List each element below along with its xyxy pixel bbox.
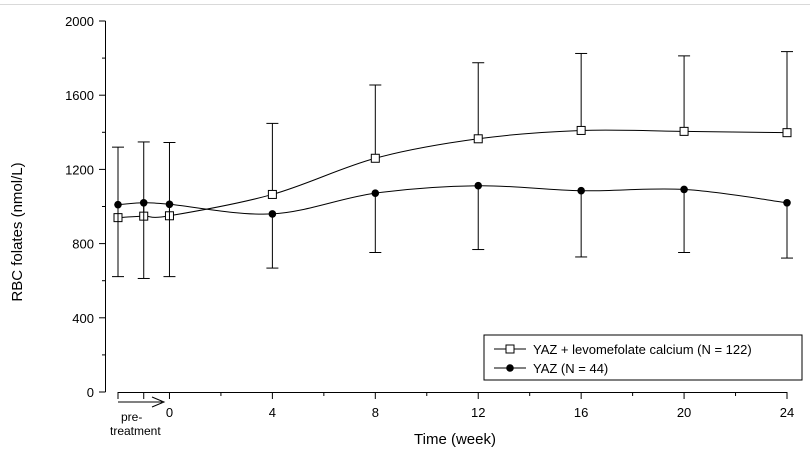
x-tick-label-12: 12 [471, 405, 485, 420]
data-point [577, 186, 585, 195]
pre-treatment-arrow [118, 396, 166, 408]
legend: YAZ + levomefolate calcium (N = 122) YAZ… [483, 334, 803, 381]
x-axis: 0 4 8 12 16 20 24 [117, 392, 794, 420]
y-tick-label-1200: 1200 [65, 162, 94, 177]
data-point [473, 134, 483, 144]
data-point [679, 126, 689, 136]
series-line-1 [117, 129, 788, 219]
legend-marker-series-1 [505, 344, 515, 354]
y-tick-label-400: 400 [72, 311, 94, 326]
y-tick-label-800: 800 [72, 237, 94, 252]
data-point [782, 128, 792, 138]
data-point [165, 200, 174, 209]
x-tick-label-16: 16 [574, 405, 588, 420]
legend-label-series-2: YAZ (N = 44) [533, 361, 608, 376]
x-axis-title: Time (week) [414, 431, 496, 448]
pre-treatment-label-line2: treatment [110, 424, 161, 438]
x-tick-label-4: 4 [269, 405, 276, 420]
x-tick-label-24: 24 [780, 405, 794, 420]
y-tick-label-2000: 2000 [65, 14, 94, 29]
data-point [139, 198, 148, 207]
y-axis: 0 400 800 1200 1600 2000 [65, 14, 106, 400]
data-point [576, 125, 586, 135]
y-tick-label-1600: 1600 [65, 88, 94, 103]
data-point [114, 200, 122, 209]
y-axis-title: RBC folates (nmol/L) [9, 162, 26, 301]
series-1 [112, 51, 793, 223]
legend-box [483, 334, 803, 381]
x-tick-label-8: 8 [372, 405, 379, 420]
data-point [783, 198, 791, 207]
series-2 [112, 181, 793, 279]
legend-marker-series-2 [506, 364, 514, 372]
legend-label-series-1: YAZ + levomefolate calcium (N = 122) [533, 342, 752, 357]
series-layer [112, 51, 793, 279]
y-tick-label-0: 0 [87, 385, 94, 400]
data-point [474, 181, 483, 190]
data-point [680, 185, 688, 194]
data-point [370, 153, 380, 163]
pre-treatment-label-line1: pre- [121, 410, 142, 424]
x-tick-label-0: 0 [166, 405, 173, 420]
data-point [371, 189, 380, 197]
data-point [268, 210, 277, 218]
x-tick-label-20: 20 [677, 405, 691, 420]
data-point [267, 189, 277, 199]
series-line-2 [117, 185, 788, 215]
